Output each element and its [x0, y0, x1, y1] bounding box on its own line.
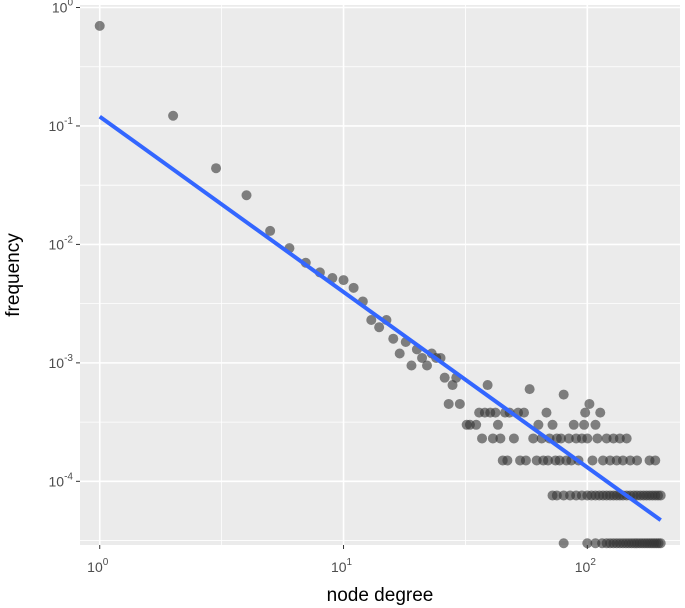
- data-point-38: [487, 433, 498, 444]
- data-point-2: [211, 163, 222, 174]
- y-tick-label-2: 10-2: [49, 234, 74, 252]
- data-point-21: [421, 360, 432, 371]
- data-point-81: [598, 455, 609, 466]
- y-tick-label-0: 100: [52, 0, 74, 16]
- data-point-13: [374, 322, 385, 333]
- data-point-0: [94, 20, 105, 31]
- data-point-75: [582, 433, 593, 444]
- minor-grid: [80, 5, 680, 545]
- data-point-16: [394, 348, 405, 359]
- data-point-1: [168, 110, 179, 121]
- y-axis-title: frequency: [3, 233, 24, 317]
- data-point-64: [556, 433, 567, 444]
- data-point-123: [582, 538, 593, 549]
- data-point-41: [495, 433, 506, 444]
- data-point-79: [592, 433, 603, 444]
- tick-labels: 100 101 102 100 10-1 10-2 10-3 10-4: [49, 0, 597, 575]
- data-point-3: [241, 190, 252, 201]
- data-point-4: [265, 225, 276, 236]
- fit-line: [98, 114, 662, 522]
- data-point-67: [563, 433, 574, 444]
- data-point-77: [587, 455, 598, 466]
- data-point-51: [524, 384, 535, 395]
- plot-panel: [80, 5, 680, 545]
- x-tick-label-0: 100: [87, 557, 109, 575]
- data-point-58: [543, 455, 554, 466]
- data-point-20: [417, 352, 428, 363]
- major-grid: [80, 5, 680, 545]
- data-point-94: [551, 490, 562, 501]
- data-point-25: [439, 372, 450, 383]
- x-tick-label-1: 101: [331, 557, 353, 575]
- data-point-27: [447, 380, 458, 391]
- data-point-50: [520, 455, 531, 466]
- data-point-10: [348, 282, 359, 293]
- axis-ticks: [76, 7, 588, 549]
- y-tick-label-3: 10-3: [49, 353, 74, 371]
- data-point-60: [547, 419, 558, 430]
- y-tick-label-1: 10-1: [49, 116, 74, 134]
- data-point-12: [366, 315, 377, 326]
- y-tick-label-4: 10-4: [49, 471, 74, 489]
- data-point-39: [490, 407, 501, 418]
- data-point-76: [584, 398, 595, 409]
- data-point-88: [621, 433, 632, 444]
- data-point-78: [590, 419, 601, 430]
- data-point-74: [580, 407, 591, 418]
- data-point-52: [528, 433, 539, 444]
- fit-line-layer: [98, 114, 662, 522]
- data-point-26: [443, 398, 454, 409]
- data-point-65: [558, 389, 569, 400]
- data-point-89: [625, 455, 636, 466]
- data-point-146: [655, 538, 666, 549]
- data-point-121: [655, 490, 666, 501]
- data-point-44: [502, 455, 513, 466]
- data-point-49: [519, 407, 530, 418]
- data-point-18: [406, 360, 417, 371]
- x-axis-title: node degree: [327, 585, 434, 606]
- data-point-92: [650, 455, 661, 466]
- data-point-80: [595, 407, 606, 418]
- data-point-57: [541, 407, 552, 418]
- data-point-73: [579, 419, 590, 430]
- data-point-36: [482, 380, 493, 391]
- data-point-90: [632, 455, 643, 466]
- data-point-32: [471, 419, 482, 430]
- data-point-40: [492, 419, 503, 430]
- data-point-34: [477, 433, 488, 444]
- data-point-122: [558, 538, 569, 549]
- x-tick-label-2: 102: [575, 557, 597, 575]
- data-point-15: [388, 333, 399, 344]
- data-point-9: [338, 275, 349, 286]
- data-point-82: [601, 433, 612, 444]
- data-point-69: [568, 419, 579, 430]
- data-point-54: [533, 419, 544, 430]
- data-point-87: [617, 455, 628, 466]
- data-point-29: [454, 398, 465, 409]
- data-point-46: [508, 433, 519, 444]
